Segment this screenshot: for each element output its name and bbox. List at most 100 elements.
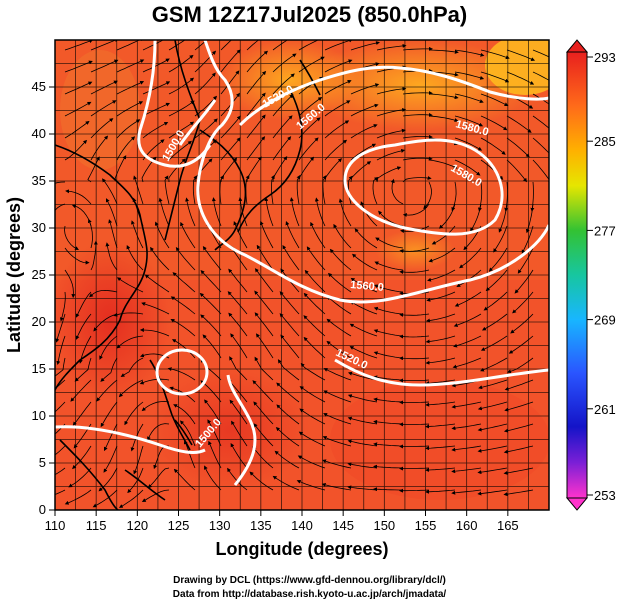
streamline xyxy=(506,159,527,183)
streamline xyxy=(202,334,222,359)
streamline xyxy=(133,175,144,205)
streamline xyxy=(142,58,170,73)
streamline xyxy=(64,489,92,505)
streamline xyxy=(120,357,144,377)
streamline xyxy=(285,221,300,249)
x-tick-label: 130 xyxy=(209,518,231,533)
streamline xyxy=(172,272,196,293)
streamline xyxy=(228,268,248,293)
streamline xyxy=(504,401,534,412)
streamline xyxy=(194,72,216,95)
colorbar-tick-label: 277 xyxy=(594,223,616,238)
streamline xyxy=(204,465,222,491)
streamline xyxy=(425,423,456,429)
streamline xyxy=(390,178,404,205)
streamline xyxy=(249,471,274,491)
streamline xyxy=(376,43,407,51)
streamline xyxy=(254,290,274,315)
streamline xyxy=(303,336,326,359)
streamline xyxy=(373,351,404,359)
streamline xyxy=(498,203,508,233)
streamline xyxy=(64,120,90,139)
streamline xyxy=(87,156,100,183)
streamline xyxy=(158,197,170,227)
streamline xyxy=(326,340,352,359)
streamline xyxy=(532,137,549,154)
streamline xyxy=(276,404,300,425)
streamline xyxy=(246,70,267,95)
streamline xyxy=(428,93,459,100)
streamline xyxy=(72,445,92,470)
streamline xyxy=(324,100,351,117)
streamline xyxy=(272,115,293,139)
streamline xyxy=(298,97,323,117)
colorbar-tick-label: 253 xyxy=(594,488,616,503)
streamline xyxy=(280,334,300,359)
x-tick-label: 135 xyxy=(250,518,272,533)
streamline xyxy=(376,128,406,139)
y-tick-label: 20 xyxy=(32,314,46,329)
streamline xyxy=(506,115,532,133)
streamline xyxy=(220,49,241,73)
streamline xyxy=(90,240,98,271)
streamline xyxy=(90,80,118,95)
streamline xyxy=(349,323,378,337)
streamline xyxy=(230,442,248,469)
streamline xyxy=(194,95,218,117)
streamline xyxy=(64,269,76,299)
streamline xyxy=(454,115,484,127)
streamline xyxy=(399,334,430,339)
streamline xyxy=(180,221,196,249)
streamline xyxy=(68,467,92,488)
streamline xyxy=(298,137,319,161)
streamline xyxy=(506,71,535,85)
streamline xyxy=(168,140,192,161)
streamline xyxy=(272,94,294,117)
streamline xyxy=(425,467,456,472)
x-tick-label: 120 xyxy=(126,518,148,533)
streamline xyxy=(373,464,404,469)
streamline xyxy=(208,440,222,469)
streamline xyxy=(116,101,144,117)
streamline xyxy=(183,440,196,469)
streamline xyxy=(220,115,241,139)
streamline xyxy=(431,225,456,245)
streamline xyxy=(245,174,250,205)
streamline xyxy=(304,269,326,293)
streamline xyxy=(373,397,404,403)
streamline xyxy=(75,291,92,318)
streamline xyxy=(230,333,248,359)
streamline xyxy=(116,335,144,349)
streamline xyxy=(279,291,300,315)
streamline xyxy=(142,102,171,117)
streamline xyxy=(504,379,534,391)
streamline xyxy=(425,489,456,494)
streamline xyxy=(90,100,117,117)
streamline xyxy=(333,223,352,249)
streamline xyxy=(399,422,430,427)
streamline xyxy=(173,468,196,491)
streamline xyxy=(451,181,457,212)
streamline xyxy=(326,296,352,315)
streamline xyxy=(254,356,274,381)
streamline xyxy=(402,91,433,95)
streamline xyxy=(480,357,508,372)
streamline xyxy=(503,467,534,475)
streamline xyxy=(133,445,144,475)
streamline xyxy=(185,197,196,227)
streamline xyxy=(402,46,433,51)
streamline xyxy=(55,181,66,184)
streamline xyxy=(402,203,430,217)
streamline xyxy=(272,475,300,491)
streamline xyxy=(480,71,510,83)
streamline xyxy=(106,198,118,227)
streamline xyxy=(323,368,352,381)
streamline xyxy=(503,489,534,497)
streamline xyxy=(438,203,456,229)
colorbar-tick-label: 261 xyxy=(594,402,616,417)
streamline xyxy=(64,40,94,51)
x-axis-label: Longitude (degrees) xyxy=(215,539,388,559)
streamline xyxy=(55,467,66,476)
streamline xyxy=(299,386,326,403)
streamline xyxy=(246,136,266,161)
